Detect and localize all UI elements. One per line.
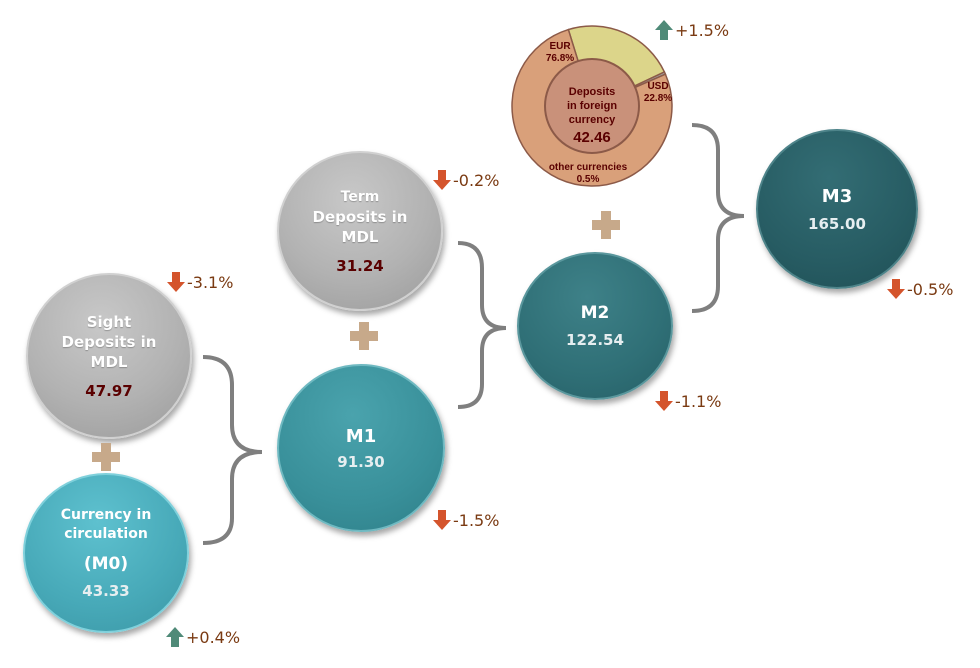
change-foreign-text: +1.5%	[675, 20, 730, 40]
m2-down-arrow-icon	[655, 391, 673, 411]
m3-label: M3	[821, 185, 853, 207]
change-m3-text: -0.5%	[907, 279, 954, 299]
bracket-m3	[691, 123, 745, 313]
m3-down-arrow-icon	[887, 279, 905, 299]
change-currency: +0.4%	[166, 625, 240, 649]
change-m1: -1.5%	[433, 508, 499, 532]
sight-deposits-label-2: Deposits in	[61, 333, 157, 351]
bracket-m2	[457, 241, 507, 409]
foreign-label-1: Deposits	[569, 86, 615, 98]
term-deposits-label-3: MDL	[341, 228, 379, 246]
term-deposits-label-1: Term	[340, 189, 380, 205]
sight-deposits-value: 47.97	[85, 382, 133, 400]
foreign-value: 42.46	[573, 129, 611, 146]
m1-down-arrow-icon	[433, 510, 451, 530]
m2-node: M2 122.54	[517, 252, 673, 400]
m1-value: 91.30	[337, 452, 385, 471]
term-deposits-node: Term Deposits in MDL 31.24	[277, 151, 443, 311]
plus-sign-foreign-m2	[592, 211, 620, 239]
change-currency-text: +0.4%	[186, 627, 241, 647]
change-term: -0.2%	[433, 168, 499, 192]
m2-value: 122.54	[566, 331, 624, 349]
sight-down-arrow-icon	[167, 272, 185, 292]
slice-label-usd: USD	[647, 81, 668, 92]
change-m1-text: -1.5%	[453, 510, 500, 530]
m1-node: M1 91.30	[277, 364, 445, 532]
term-deposits-value: 31.24	[336, 257, 384, 275]
foreign-currency-pie: Deposits in foreign currency 42.46 EUR 7…	[511, 25, 673, 187]
change-term-text: -0.2%	[453, 170, 500, 190]
term-deposits-label-2: Deposits in	[312, 208, 408, 226]
currency-m0-label: (M0)	[83, 554, 129, 574]
foreign-label-3: currency	[569, 114, 616, 126]
currency-up-arrow-icon	[166, 627, 184, 647]
slice-label-other: other currencies	[549, 162, 628, 173]
slice-pct-eur: 76.8%	[546, 53, 574, 64]
change-m2-text: -1.1%	[675, 391, 722, 411]
pie-center-disc	[544, 58, 640, 154]
currency-label-2: circulation	[64, 526, 148, 542]
m3-node: M3 165.00	[756, 129, 918, 289]
foreign-up-arrow-icon	[655, 20, 673, 40]
m1-label: M1	[345, 425, 377, 447]
currency-in-circulation-node: Currency in circulation (M0) 43.33	[23, 473, 189, 633]
slice-pct-usd: 22.8%	[644, 93, 672, 104]
slice-label-eur: EUR	[549, 41, 571, 52]
currency-value: 43.33	[82, 582, 130, 600]
slice-pct-other: 0.5%	[577, 174, 600, 185]
sight-deposits-label-1: Sight	[86, 313, 132, 331]
sight-deposits-label-3: MDL	[90, 353, 128, 371]
sight-deposits-node: Sight Deposits in MDL 47.97	[26, 273, 192, 439]
change-m3: -0.5%	[887, 277, 953, 301]
m3-value: 165.00	[808, 214, 866, 233]
plus-sign-sight-currency	[92, 443, 120, 471]
change-sight: -3.1%	[167, 270, 233, 294]
change-m2: -1.1%	[655, 389, 721, 413]
m2-label: M2	[580, 303, 610, 323]
currency-label-1: Currency in	[60, 507, 152, 523]
change-sight-text: -3.1%	[187, 272, 234, 292]
foreign-label-2: in foreign	[567, 100, 617, 112]
plus-sign-term-m1	[350, 322, 378, 350]
bracket-m1	[202, 355, 263, 545]
change-foreign: +1.5%	[655, 18, 729, 42]
term-down-arrow-icon	[433, 170, 451, 190]
